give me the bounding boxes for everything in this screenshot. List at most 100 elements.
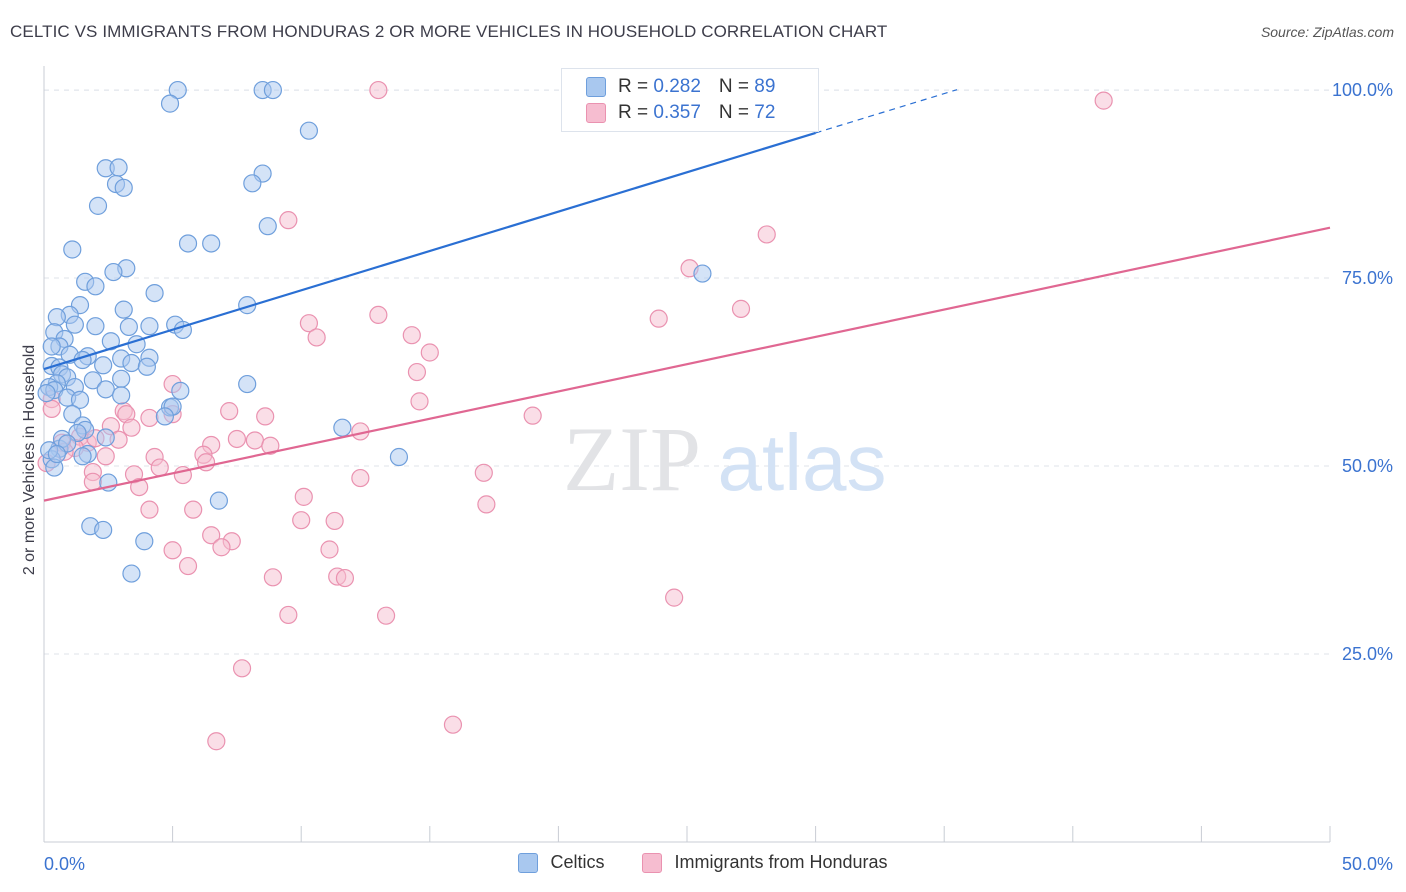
celtics-swatch [518,852,539,873]
point-celtics [119,317,138,337]
point-honduras [402,326,421,345]
point-celtics [86,317,105,336]
point-celtics [160,94,180,113]
legend-n-value: 72 [754,102,776,123]
point-honduras [263,568,283,587]
point-honduras [207,732,226,751]
point-celtics [263,80,283,100]
point-celtics [109,158,128,177]
legend-label-honduras: Immigrants from Honduras [674,852,888,872]
point-honduras [307,328,326,347]
point-celtics [114,178,133,197]
point-celtics [137,357,156,376]
point-honduras [150,458,169,477]
point-celtics [88,196,108,215]
gridlines [44,89,1330,655]
point-celtics [73,447,92,466]
y-tick-label: 50.0% [1342,456,1393,476]
watermark: ZIP atlas [563,408,886,510]
point-honduras [178,556,198,576]
point-celtics [94,520,113,540]
point-honduras [757,225,776,244]
point-honduras [294,487,313,506]
legend-n-label: N = [718,76,755,97]
point-honduras [212,538,231,557]
honduras-swatch [642,852,663,873]
point-celtics [70,390,90,409]
x-tick-label: 50.0% [1342,854,1393,874]
point-celtics [112,386,131,405]
correlation-legend: R = 0.282 N = 89 R = 0.357 N = 72 [561,68,819,132]
legend-r-value: 0.357 [653,102,701,123]
point-honduras [184,500,203,519]
tick-labels: 25.0% 50.0% 75.0% 100.0% 0.0% 50.0% [44,80,1393,874]
point-celtics [238,374,257,394]
point-celtics [122,564,141,583]
legend-r-label: R = [618,76,654,97]
point-honduras [227,429,246,449]
point-celtics [122,353,141,373]
point-honduras [220,402,239,421]
point-celtics [140,317,159,336]
point-honduras [140,408,159,428]
trend-lines [43,89,1331,502]
point-celtics [209,491,228,510]
point-celtics [65,315,84,334]
point-celtics [47,444,66,464]
watermark-zip: ZIP [563,408,701,510]
point-honduras [163,541,182,560]
point-honduras [649,309,668,328]
legend-n-value: 89 [754,76,776,97]
point-celtics [135,532,154,551]
point-celtics [83,371,102,390]
point-honduras [202,526,221,545]
legend-item-honduras[interactable]: Immigrants from Honduras [642,852,888,873]
point-honduras [256,407,275,426]
point-honduras [325,511,344,531]
point-honduras [320,540,339,559]
point-celtics [114,300,133,319]
point-honduras [292,511,311,530]
x-tick-label: 0.0% [44,854,85,874]
point-celtics [145,283,164,303]
point-honduras [279,211,298,230]
point-honduras [731,299,751,318]
point-celtics [333,418,352,437]
point-celtics [243,174,262,193]
point-honduras [83,472,102,491]
legend-r-label: R = [618,102,654,123]
point-celtics [178,234,198,253]
y-tick-label: 25.0% [1342,644,1393,664]
point-celtics [389,447,409,467]
legend-item-celtics[interactable]: Celtics [518,852,604,873]
point-honduras [279,605,298,625]
point-honduras [351,468,370,488]
point-celtics [96,428,115,447]
legend-n-label: N = [718,102,755,123]
source-label: Source: ZipAtlas.com [1260,24,1394,40]
point-celtics [171,381,190,400]
point-celtics [202,234,221,253]
point-honduras [420,343,439,362]
point-celtics [112,369,131,388]
point-honduras [140,500,159,519]
point-celtics [155,407,174,426]
point-honduras [369,305,388,325]
point-honduras [261,436,280,455]
point-honduras [122,418,141,437]
celtics-swatch [586,77,606,97]
point-honduras [410,392,429,411]
point-honduras [245,431,265,450]
point-honduras [376,606,396,625]
y-tick-label: 100.0% [1332,80,1393,100]
legend-r-value: 0.282 [653,76,701,97]
point-honduras [407,362,427,382]
trend-line-honduras [43,226,1331,502]
point-honduras [1094,91,1113,110]
point-celtics [47,308,66,327]
point-honduras [477,495,496,514]
point-honduras [96,447,115,466]
point-honduras [335,568,355,588]
point-celtics [37,384,56,403]
